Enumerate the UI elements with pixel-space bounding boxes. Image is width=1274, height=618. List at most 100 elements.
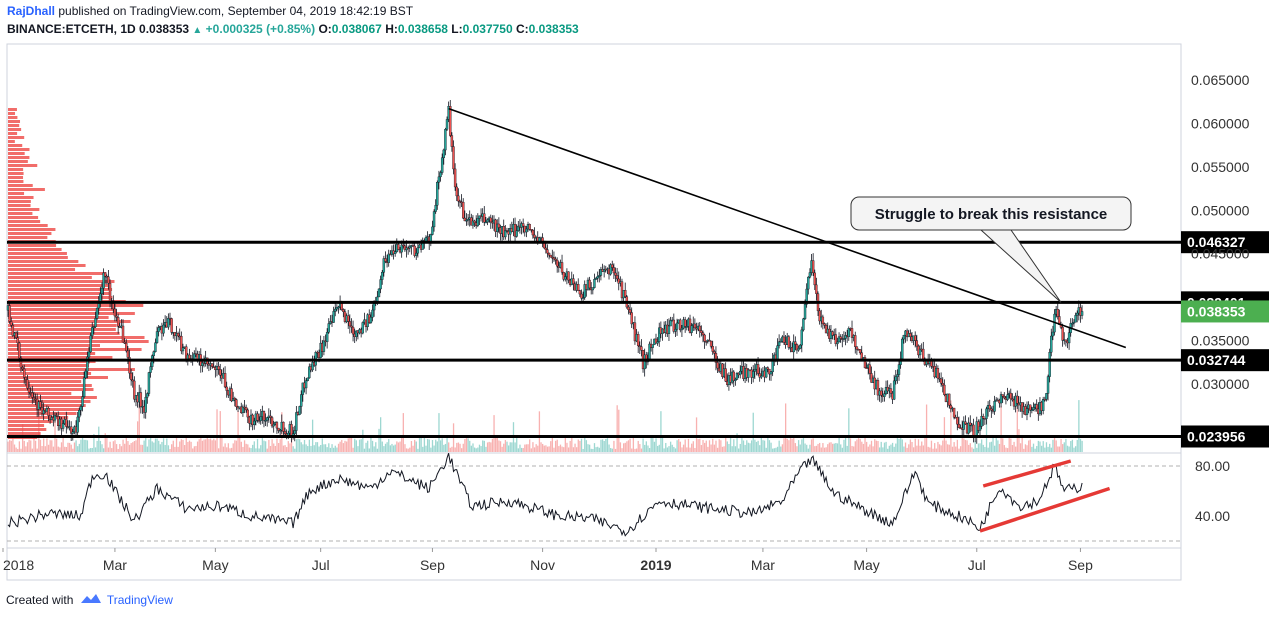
author-link[interactable]: RajDhall — [7, 4, 56, 18]
volume-bar — [180, 439, 183, 452]
volume-bar — [644, 444, 646, 452]
volume-bar — [530, 448, 532, 452]
candle-body — [752, 371, 755, 378]
volume-bar — [867, 446, 869, 452]
volume-bar — [23, 440, 25, 452]
volume-bar — [226, 447, 228, 452]
volume-bar — [883, 442, 886, 452]
volume-bar — [156, 438, 158, 452]
candle-body — [458, 200, 462, 203]
candle-body — [384, 258, 387, 262]
candle-body — [1050, 335, 1053, 353]
candle-body — [133, 380, 136, 400]
volume-bar — [987, 447, 989, 452]
volume-bar — [209, 438, 212, 452]
candle-body — [154, 342, 157, 352]
candle-body — [962, 421, 965, 430]
candle-body — [555, 259, 559, 267]
volume-bar — [75, 440, 77, 452]
volume-bar — [167, 445, 170, 452]
candlesticks — [6, 100, 1084, 444]
candle-body — [798, 344, 802, 349]
volume-bar — [143, 440, 145, 452]
volume-profile-bar — [8, 216, 39, 219]
close-label: C: — [516, 22, 529, 36]
volume-profile-bar — [8, 380, 82, 383]
volume-bar — [20, 448, 22, 452]
candle-body — [1001, 394, 1004, 397]
candle-body — [71, 431, 75, 434]
candle-body — [957, 423, 961, 429]
volume-bar — [1066, 445, 1069, 452]
candle-body — [842, 338, 846, 340]
volume-bar — [234, 440, 236, 452]
volume-bar — [93, 434, 95, 452]
volume-bar — [375, 442, 377, 452]
candle-body — [543, 243, 546, 249]
volume-bar — [127, 441, 129, 452]
candle-body — [225, 386, 228, 391]
volume-bar — [961, 437, 963, 452]
candle-body — [455, 186, 458, 197]
volume-bar — [535, 444, 537, 452]
volume-bar — [183, 445, 186, 452]
volume-bar — [942, 440, 944, 452]
volume-bar — [469, 440, 471, 452]
volume-bar — [640, 448, 643, 452]
volume-bar — [51, 440, 53, 452]
candle-body — [782, 336, 786, 343]
volume-bar — [203, 439, 205, 452]
candle-body — [977, 421, 980, 431]
volume-bar — [198, 439, 200, 452]
candle-body — [1071, 322, 1074, 325]
price-tick-label: 0.030000 — [1191, 376, 1250, 392]
volume-bar — [349, 437, 351, 452]
volume-profile-bar — [8, 344, 100, 347]
volume-bar — [1011, 445, 1014, 452]
volume-bar — [799, 444, 801, 452]
volume-bar — [716, 447, 719, 452]
volume-bar — [870, 440, 873, 452]
volume-bar — [86, 440, 89, 452]
candle-body — [868, 364, 872, 374]
volume-bar — [401, 437, 403, 452]
volume-bar — [448, 442, 450, 452]
volume-bar — [789, 437, 792, 452]
volume-profile-bar — [8, 156, 30, 159]
volume-bar — [1037, 440, 1040, 452]
volume-bar — [929, 447, 931, 452]
volume-bar — [99, 440, 102, 452]
volume-bar — [373, 446, 375, 452]
candle-body — [850, 328, 854, 338]
candle-body — [837, 336, 841, 343]
candle-body — [19, 357, 23, 368]
volume-bar — [482, 440, 484, 452]
volume-bar — [102, 448, 105, 452]
volume-bar — [945, 440, 947, 452]
volume-bar — [872, 446, 874, 452]
volume-bar — [621, 448, 623, 452]
candle-body — [259, 416, 262, 421]
candle-body — [1046, 376, 1050, 394]
volume-bar — [1003, 445, 1005, 452]
candle-body — [805, 288, 808, 305]
candle-body — [1051, 331, 1055, 337]
volume-bar — [809, 444, 811, 452]
volume-bar — [333, 447, 335, 452]
candle-body — [897, 364, 901, 375]
volume-bar — [1029, 439, 1031, 452]
volume-bar — [435, 439, 437, 452]
volume-bar — [261, 438, 264, 452]
tradingview-brand[interactable]: TradingView — [106, 593, 173, 607]
volume-bar — [856, 439, 858, 452]
volume-bar — [1079, 438, 1082, 452]
volume-bar — [785, 403, 787, 452]
candle-body — [342, 309, 345, 312]
last-price-text: 0.038353 — [139, 22, 190, 36]
candle-body — [1011, 398, 1014, 401]
volume-bar — [661, 437, 664, 452]
volume-profile-bar — [8, 384, 92, 387]
volume-bar — [1000, 405, 1002, 452]
volume-bar — [478, 444, 481, 452]
